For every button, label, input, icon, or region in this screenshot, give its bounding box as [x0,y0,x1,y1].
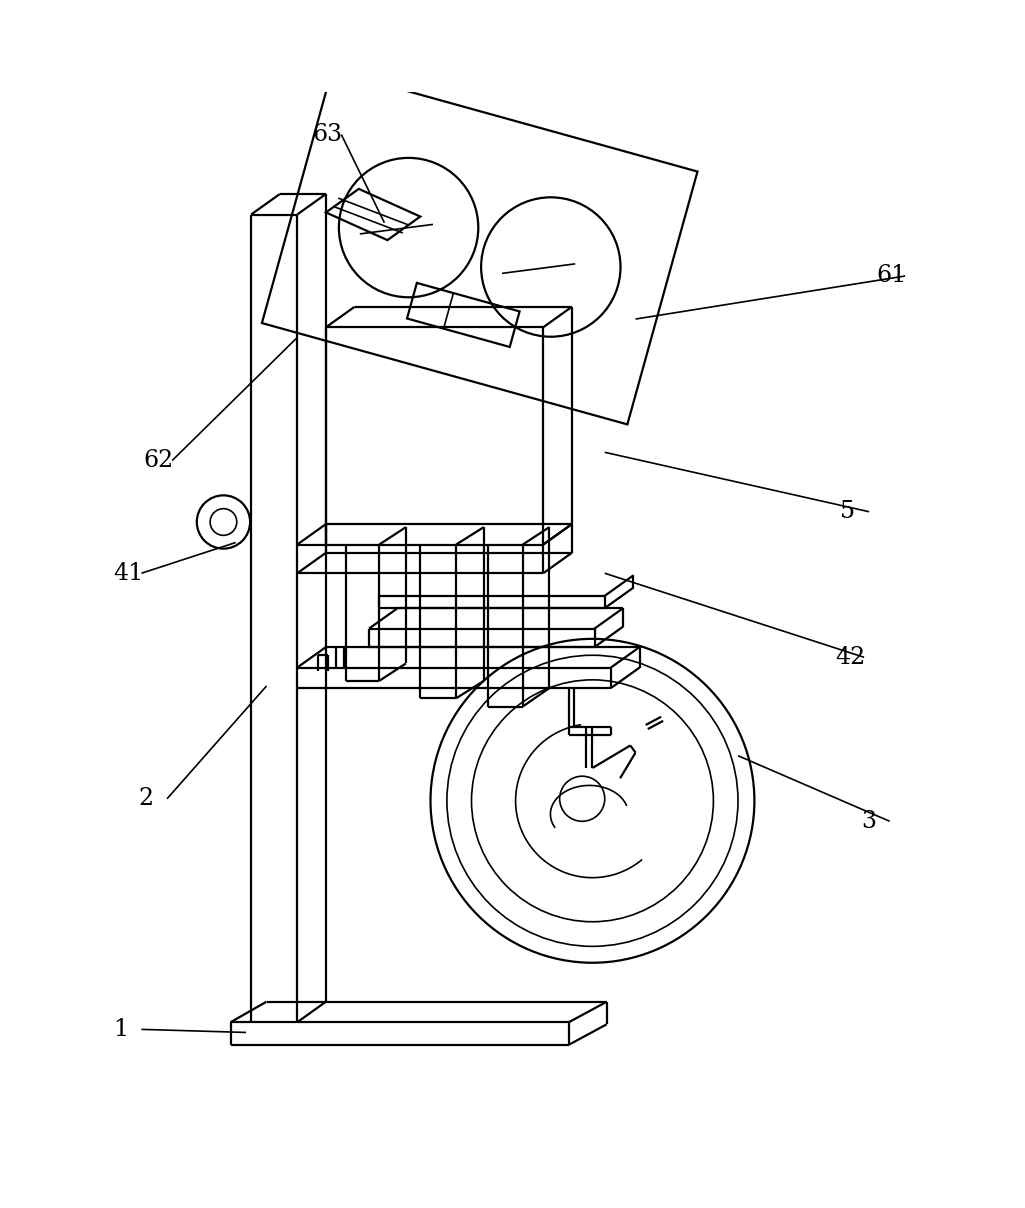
Text: 63: 63 [313,123,342,146]
Text: 5: 5 [840,500,856,523]
Text: 62: 62 [144,449,174,472]
Text: 3: 3 [861,809,876,832]
Text: 2: 2 [138,788,154,811]
Text: 61: 61 [876,265,907,288]
Text: 41: 41 [113,562,144,585]
Text: 1: 1 [113,1018,128,1041]
Text: 42: 42 [835,646,866,669]
